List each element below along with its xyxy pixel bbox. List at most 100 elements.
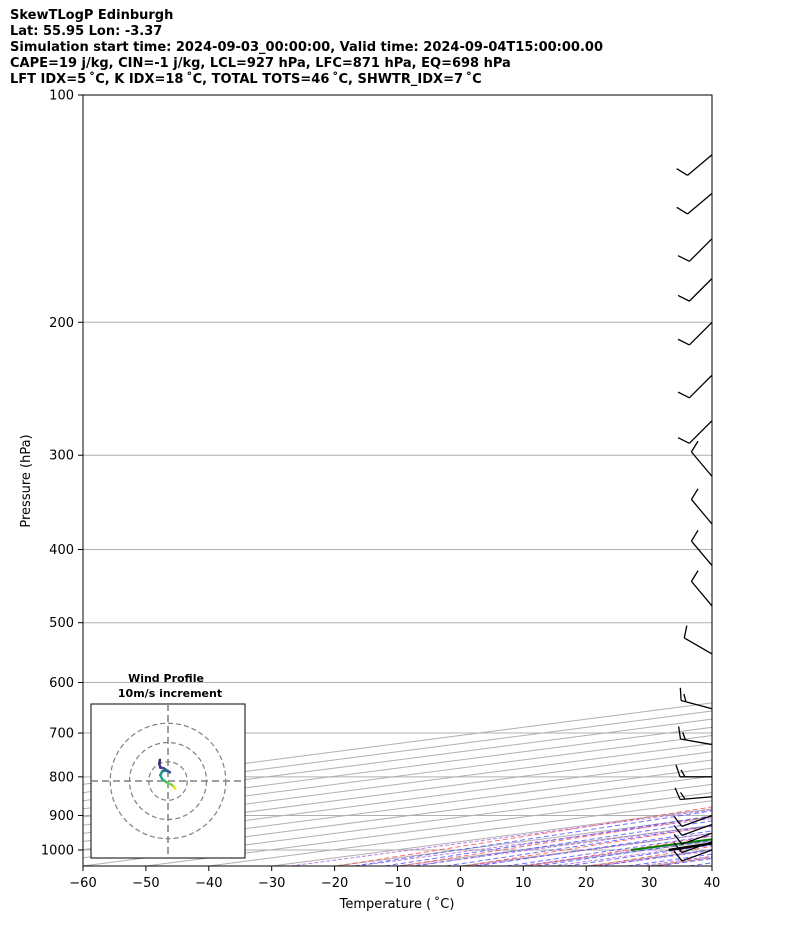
- wind-barb-flag: [677, 391, 690, 399]
- moist-adiabat: [506, 835, 712, 866]
- wind-barb-staff: [690, 499, 713, 525]
- wind-barb: [690, 570, 713, 607]
- x-axis: −60 −50 −40 −30 −20 −10 0 10 20 30 40: [69, 866, 720, 891]
- hodograph-inset: Wind Profile 10m/s increment: [90, 672, 246, 859]
- x-tick-label: −30: [258, 876, 285, 891]
- y-tick-label: 100: [49, 89, 74, 104]
- x-axis-label: Temperature ( ˚C): [339, 896, 455, 912]
- wind-barb: [677, 726, 713, 746]
- wind-barb: [679, 687, 713, 710]
- grid-layer: [83, 95, 712, 866]
- moist-adiabat: [627, 853, 712, 866]
- wind-barb: [676, 154, 713, 176]
- wind-barb-staff: [688, 238, 713, 262]
- wind-barb-flag: [674, 787, 681, 800]
- moist-adiabat: [384, 815, 712, 866]
- wind-barb-staff: [681, 849, 713, 862]
- wind-barb-staff: [683, 637, 713, 655]
- wind-barb-staff: [680, 796, 713, 801]
- moist-adiabat: [445, 825, 712, 866]
- isotherm-gridline: [83, 710, 712, 794]
- moist-adiabat: [536, 839, 712, 866]
- hodograph-segment: [158, 758, 162, 765]
- wind-barb-staff: [690, 451, 713, 477]
- x-tick-label: 20: [578, 876, 595, 891]
- isotherm-gridline: [83, 726, 712, 810]
- y-tick-label: 200: [49, 316, 74, 331]
- x-tick-label: 30: [641, 876, 658, 891]
- dry-adiabat: [720, 95, 794, 866]
- wind-barb: [677, 420, 713, 444]
- wind-barb: [677, 374, 713, 399]
- y-tick-label: 700: [49, 727, 74, 742]
- isotherm-gridline: [83, 734, 712, 818]
- mixing-ratio-line: [468, 832, 712, 866]
- y-tick-label: 900: [49, 809, 74, 824]
- wind-barb: [673, 849, 713, 862]
- wind-barb: [673, 814, 713, 828]
- index-line: LFT IDX=5 ˚C, K IDX=18 ˚C, TOTAL TOTS=46…: [10, 72, 482, 87]
- wind-barbs: [673, 154, 713, 862]
- wind-barb-flag: [676, 168, 688, 176]
- wind-barb: [673, 841, 713, 854]
- y-tick-label: 1000: [41, 844, 74, 859]
- y-tick-label: 400: [49, 543, 74, 558]
- y-tick-label: 600: [49, 676, 74, 691]
- wind-barb-flag: [677, 726, 682, 740]
- wind-barb-flag: [673, 816, 683, 827]
- y-tick-label: 300: [49, 449, 74, 464]
- dry-adiabat: [783, 95, 794, 866]
- wind-barb-flag: [677, 338, 690, 346]
- y-tick-label: 800: [49, 770, 74, 785]
- wind-barb-flag: [677, 437, 690, 444]
- dry-adiabat: [655, 856, 712, 866]
- wind-barb-flag: [676, 206, 688, 215]
- moist-adiabat: [720, 95, 794, 866]
- wind-barb: [674, 787, 713, 801]
- wind-barb-staff: [681, 832, 713, 845]
- wind-barb: [673, 832, 713, 845]
- wind-barb: [690, 529, 713, 566]
- dry-adiabat: [336, 806, 712, 866]
- wind-barb-staff: [680, 738, 713, 746]
- wind-barb: [673, 823, 713, 836]
- isotherm-gridline: [649, 857, 712, 866]
- y-axis: 1000 900 800 700 600 500 400 300 200 100: [41, 89, 83, 859]
- wind-barb-flag: [673, 842, 683, 854]
- wind-barb: [677, 278, 713, 302]
- hodograph-plot: [91, 704, 245, 858]
- wind-barb-flag: [680, 769, 686, 778]
- isotherm-gridline: [711, 865, 712, 866]
- moist-adiabat: [597, 849, 712, 866]
- temperature-line: [668, 842, 712, 851]
- wind-barb-flag: [690, 529, 699, 542]
- isotherm-gridline: [460, 832, 712, 866]
- reference-lines: [290, 95, 794, 866]
- wind-barb-staff: [688, 321, 713, 346]
- wind-barb: [683, 625, 713, 655]
- y-tick-label: 500: [49, 616, 74, 631]
- wind-barb-flag: [679, 792, 686, 800]
- dry-adiabat: [591, 845, 712, 866]
- wind-barb: [690, 488, 713, 525]
- isotherm-gridline: [83, 718, 712, 802]
- mixing-ratio-line: [290, 809, 712, 866]
- wind-barb-flag: [683, 693, 687, 702]
- wind-barb-staff: [690, 540, 713, 566]
- moist-adiabat: [689, 862, 712, 866]
- wind-barb-flag: [682, 732, 687, 741]
- cape-line: CAPE=19 j/kg, CIN=-1 j/kg, LCL=927 hPa, …: [10, 56, 511, 71]
- parcel-line: [668, 842, 712, 852]
- wind-barb-flag: [690, 488, 699, 500]
- moist-adiabat: [476, 830, 712, 866]
- mixing-ratio-line: [410, 825, 712, 866]
- wind-barb-flag: [690, 440, 699, 453]
- x-tick-label: −50: [132, 876, 159, 891]
- x-tick-label: −40: [195, 876, 222, 891]
- x-tick-label: 40: [704, 876, 721, 891]
- wind-barb-staff: [688, 278, 713, 302]
- x-tick-label: −20: [321, 876, 348, 891]
- chart-header: SkewTLogP Edinburgh Lat: 55.95 Lon: -3.3…: [10, 8, 603, 88]
- wind-barb-flag: [683, 625, 688, 639]
